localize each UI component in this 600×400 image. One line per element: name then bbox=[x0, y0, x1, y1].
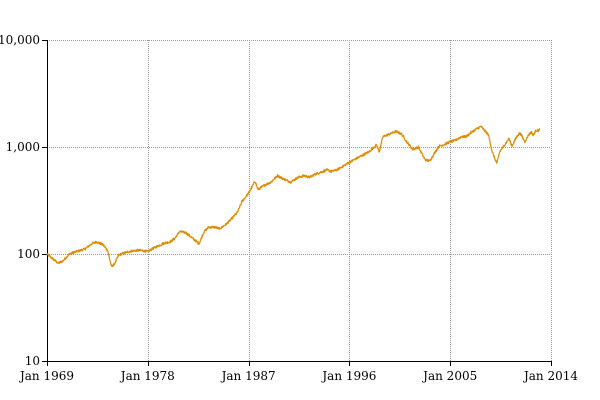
y-tick-label: 10 bbox=[25, 354, 40, 368]
series-layer bbox=[46, 125, 541, 268]
x-tick-label: Jan 1978 bbox=[119, 369, 175, 383]
x-tick-label: Jan 1969 bbox=[18, 369, 74, 383]
series-line-0 bbox=[46, 125, 541, 268]
x-tick-label: Jan 1996 bbox=[320, 369, 376, 383]
x-tick-label: Jan 2014 bbox=[522, 369, 578, 383]
grid-layer bbox=[47, 40, 552, 361]
y-tick-label: 100 bbox=[17, 247, 40, 261]
y-tick-label: 1,000 bbox=[6, 140, 40, 154]
labels-layer: Jan 1969 Jan 1978 Jan 1987 Jan 1996 Jan 2005… bbox=[0, 33, 578, 383]
axes-layer bbox=[42, 40, 552, 366]
x-tick-label: Jan 2005 bbox=[421, 369, 477, 383]
y-tick-label: 10,000 bbox=[0, 33, 40, 47]
x-tick-label: Jan 1987 bbox=[220, 369, 276, 383]
